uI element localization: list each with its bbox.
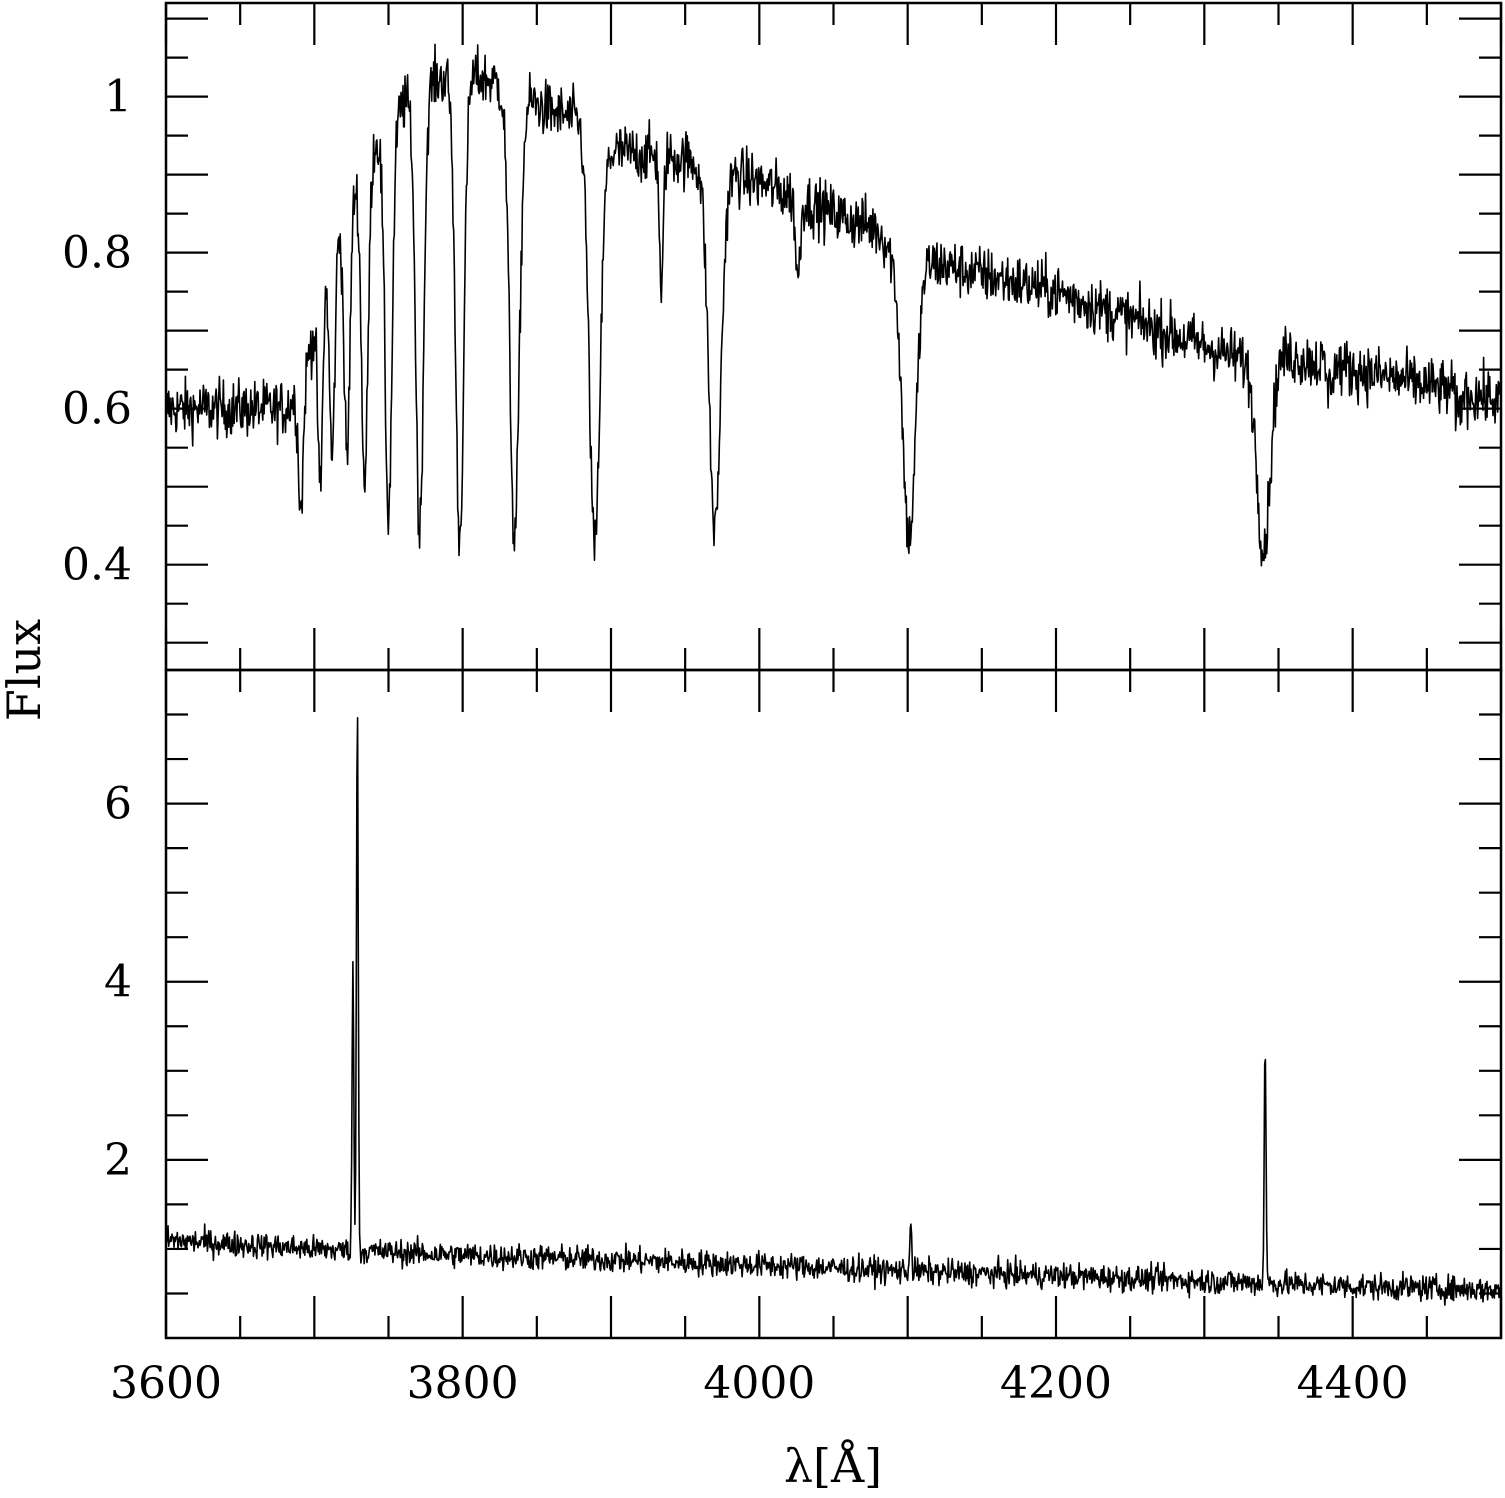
bottom-spectrum-line [165, 717, 1502, 1306]
bottom-panel-frame [164, 668, 1503, 1340]
x-tick-label: 3800 [407, 1358, 519, 1409]
x-tick-label: 3600 [110, 1358, 222, 1409]
bottom-panel-tick-labels: 2 4 6 3600 3800 4000 4200 4400 [104, 779, 1409, 1409]
y-tick-label: 6 [104, 779, 132, 830]
x-tick-label: 4000 [703, 1358, 815, 1409]
top-panel-ticks [164, 3, 1503, 670]
y-tick-label: 0.8 [62, 228, 132, 279]
y-tick-label: 1 [104, 72, 132, 123]
y-tick-label: 4 [104, 957, 132, 1008]
bottom-panel-ticks [164, 670, 1503, 1338]
y-axis-title: Flux [0, 619, 51, 721]
y-tick-label: 0.4 [62, 540, 132, 591]
y-tick-label: 0.6 [62, 384, 132, 435]
y-tick-label: 2 [104, 1135, 132, 1186]
x-tick-label: 4200 [1000, 1358, 1112, 1409]
bottom-panel: 2 4 6 3600 3800 4000 4200 4400 [104, 668, 1503, 1409]
x-axis-title: λ[Å] [784, 1438, 882, 1493]
top-spectrum-line [165, 43, 1502, 567]
top-panel-frame [164, 1, 1503, 672]
x-tick-label: 4400 [1297, 1358, 1409, 1409]
top-panel-tick-labels: 0.4 0.6 0.8 1 [62, 72, 132, 591]
top-panel: 0.4 0.6 0.8 1 [62, 1, 1503, 672]
